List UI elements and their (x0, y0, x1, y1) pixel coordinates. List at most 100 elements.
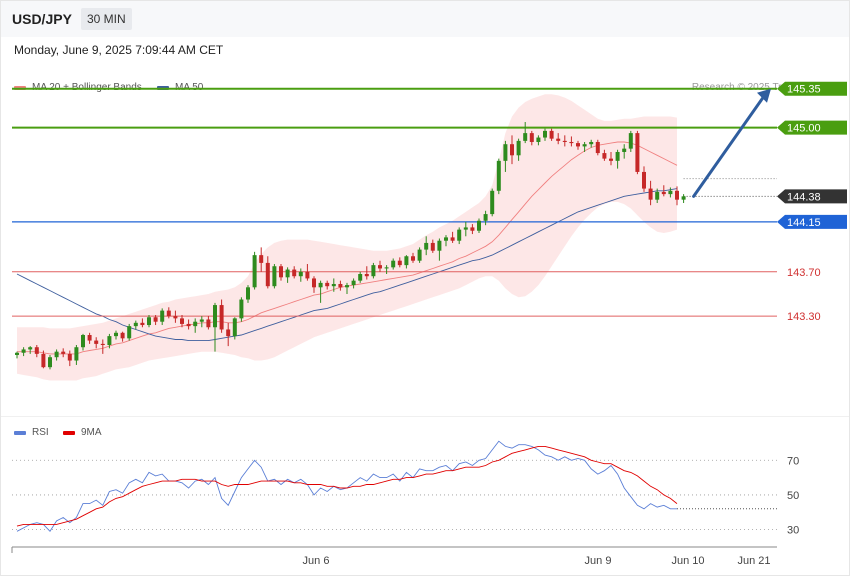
candle-body (595, 141, 600, 154)
candle-body (120, 332, 125, 339)
legend-ma50: MA 50 (157, 82, 203, 93)
price-chart[interactable]: 145.35 145.00 144.38 144.15 143.70 143.30 (1, 1, 849, 416)
candle-body (34, 347, 39, 354)
current-price-tag (777, 189, 847, 204)
candle-body (28, 347, 33, 350)
chart-header: USD/JPY 30 MIN (1, 1, 849, 37)
candle-body (94, 340, 99, 344)
candle-body (549, 130, 554, 139)
candle-body (622, 148, 627, 152)
candle-body (298, 271, 303, 277)
level-tag-144.15 (777, 214, 847, 229)
candle-body (635, 133, 640, 172)
candles-layer (15, 122, 686, 370)
legend-ma20: MA 20 + Bollinger Bands (14, 82, 142, 93)
level-tag-145.00 (777, 120, 847, 135)
candle-body (279, 266, 283, 278)
interval-button[interactable]: 30 MIN (81, 8, 132, 30)
candle-body (668, 190, 673, 195)
candle-body (457, 229, 462, 241)
candle-body (681, 196, 686, 200)
candle-body (417, 249, 422, 261)
candle-body (404, 256, 409, 266)
rsi-label: RSI (32, 427, 49, 438)
candle-body (147, 317, 151, 326)
ma20-swatch (14, 85, 26, 90)
candle-body (510, 144, 514, 156)
candle-body (338, 283, 343, 288)
candle-body (67, 353, 72, 361)
legend-rsi: RSI (14, 427, 49, 438)
candle-body (259, 255, 264, 263)
candle-body (15, 352, 19, 355)
candle-body (576, 143, 580, 147)
ma50-label: MA 50 (175, 82, 204, 93)
ma50-swatch (157, 85, 169, 90)
rsi-tick-50: 50 (787, 490, 799, 502)
candle-body (74, 347, 79, 361)
candle-body (100, 343, 105, 345)
candle-body (516, 140, 521, 156)
candle-body (193, 321, 198, 327)
level-label-145.00: 145.00 (787, 123, 821, 135)
candle-body (655, 191, 660, 200)
candle-body (325, 282, 330, 287)
legend-rsi-ma: 9MA (63, 427, 102, 438)
rsi-chart[interactable]: 70 50 30 Jun 6 Jun 9 Jun 10 Jun 21 (1, 416, 849, 576)
timestamp: Monday, June 9, 2025 7:09:44 AM CET (14, 43, 224, 57)
forecast-arrow-layer (692, 88, 771, 198)
candle-body (437, 240, 442, 251)
candle-body (219, 305, 224, 330)
level-label-143.70: 143.70 (787, 267, 821, 279)
candle-body (153, 317, 158, 322)
candle-body (562, 140, 567, 142)
forecast-arrow-shaft (692, 93, 767, 198)
bollinger-layer (17, 94, 677, 381)
candle-body (252, 255, 257, 288)
candle-body (48, 357, 52, 368)
research-credit: Research © 2025 Trading Central (691, 82, 841, 93)
candle-body (127, 326, 132, 339)
ma20-label: MA 20 + Bollinger Bands (32, 82, 142, 93)
candle-body (351, 280, 356, 286)
candle-body (397, 260, 402, 266)
candle-body (114, 332, 118, 337)
candle-body (41, 353, 46, 368)
candle-body (675, 190, 679, 200)
rsi-lines (16, 440, 777, 533)
time-tick-jun-9: Jun 9 (585, 555, 612, 567)
candle-body (648, 188, 653, 200)
candle-body (312, 278, 316, 288)
candle-body (345, 285, 349, 288)
candle-body (496, 160, 501, 191)
candle-body (213, 305, 217, 328)
panel-divider (1, 416, 849, 417)
ma50-line (16, 188, 678, 342)
candle-body (160, 310, 165, 322)
rsi-ma-swatch (63, 430, 75, 435)
candle-body (285, 269, 290, 278)
candle-body (430, 242, 435, 251)
candle-body (199, 319, 204, 322)
candle-body (503, 144, 508, 161)
current-price-label: 144.38 (787, 191, 821, 203)
candle-body (81, 335, 85, 348)
candle-body (54, 351, 59, 358)
candle-body (180, 318, 184, 324)
rsi-swatch (14, 430, 26, 435)
candle-body (384, 267, 389, 269)
candle-body (107, 336, 112, 345)
candle-body (226, 329, 231, 337)
candle-body (239, 299, 244, 319)
candle-body (391, 260, 396, 268)
candle-body (61, 351, 66, 354)
bollinger-band (17, 94, 677, 381)
candle-body (292, 269, 297, 277)
rsi-grid: 70 50 30 (12, 455, 799, 537)
candle-body (463, 227, 468, 230)
level-label-143.30: 143.30 (787, 311, 821, 323)
level-label-145.35: 145.35 (787, 84, 821, 96)
candle-body (186, 323, 191, 327)
candle-body (609, 158, 613, 161)
